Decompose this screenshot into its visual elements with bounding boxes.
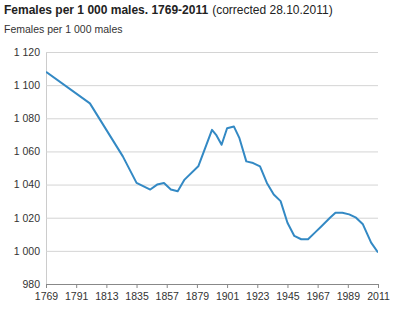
data-line: [46, 72, 378, 253]
plot: 980 1 000 1 020 1 040 1 060 1 080 1 100 1 120 17…: [14, 46, 390, 303]
x-tick-label: 1769: [35, 290, 59, 302]
x-tick: 1967: [306, 284, 330, 302]
x-tick: 2011: [367, 284, 390, 302]
x-tick: 1835: [125, 284, 149, 302]
y-tick-label: 1 080: [14, 112, 40, 124]
x-tick-label: 1923: [246, 290, 270, 302]
x-axis: 1769 1791 1813 1835 1857 1879 1901 1923 1945 1967…: [35, 284, 390, 302]
x-tick-mark: [197, 284, 198, 288]
y-tick: 1 120: [14, 46, 378, 58]
y-tick-label: 1 100: [14, 79, 40, 91]
grid-line: [46, 118, 378, 119]
x-tick: 1989: [337, 284, 361, 302]
grid-line: [46, 52, 378, 53]
x-tick-mark: [227, 284, 228, 288]
y-tick: 1 020: [14, 212, 378, 224]
x-tick-label: 1879: [186, 290, 210, 302]
x-tick: 1791: [65, 284, 89, 302]
y-tick: 980: [22, 278, 378, 290]
y-tick-label: 1 060: [14, 145, 40, 157]
grid-line: [46, 185, 378, 186]
x-tick-label: 1967: [306, 290, 330, 302]
x-tick-mark: [318, 284, 319, 288]
x-tick-mark: [137, 284, 138, 288]
grid-line: [46, 251, 378, 252]
x-tick-mark: [106, 284, 107, 288]
subtitle: (corrected 28.10.2011): [212, 3, 333, 17]
y-tick-label: 1 020: [14, 212, 40, 224]
x-tick: 1945: [276, 284, 300, 302]
y-axis-title: Females per 1 000 males: [4, 23, 122, 35]
x-tick-label: 1857: [156, 290, 180, 302]
x-tick: 1879: [186, 284, 210, 302]
x-tick-label: 1835: [125, 290, 149, 302]
x-tick: 1923: [246, 284, 270, 302]
x-axis-line: [47, 285, 379, 289]
y-axis: 980 1 000 1 020 1 040 1 060 1 080 1 100 1 120: [14, 46, 378, 290]
y-axis-line: [47, 53, 379, 285]
title-line: Females per 1 000 males. 1769-2011 (corre…: [4, 3, 333, 17]
y-tick-label: 980: [22, 278, 40, 290]
title: Females per 1 000 males. 1769-2011: [4, 3, 208, 17]
y-tick-label: 1 000: [14, 245, 40, 257]
y-tick: 1 040: [14, 178, 378, 190]
x-tick-label: 1989: [337, 290, 361, 302]
marks: [46, 72, 378, 253]
y-tick-label: 1 040: [14, 178, 40, 190]
y-tick: 1 100: [14, 79, 378, 91]
x-tick-mark: [378, 284, 379, 288]
x-tick-label: 2011: [367, 290, 390, 302]
y-tick: 1 080: [14, 112, 378, 124]
x-tick: 1857: [156, 284, 180, 302]
y-tick: 1 060: [14, 145, 378, 157]
x-tick-label: 1901: [216, 290, 240, 302]
grid-line: [46, 151, 378, 152]
x-tick-label: 1791: [65, 290, 89, 302]
x-tick-mark: [348, 284, 349, 288]
x-tick-mark: [257, 284, 258, 288]
x-tick-label: 1945: [276, 290, 300, 302]
x-tick: 1769: [35, 284, 59, 302]
x-tick-mark: [76, 284, 77, 288]
x-tick-mark: [167, 284, 168, 288]
y-tick: 1 000: [14, 245, 378, 257]
x-tick-mark: [46, 284, 47, 288]
x-tick-label: 1813: [95, 290, 119, 302]
x-tick-mark: [287, 284, 288, 288]
y-tick-label: 1 120: [14, 46, 40, 58]
chart: Females per 1 000 males. 1769-2011 (corre…: [0, 0, 400, 320]
grid-line: [46, 85, 378, 86]
x-tick: 1901: [216, 284, 240, 302]
x-tick: 1813: [95, 284, 119, 302]
